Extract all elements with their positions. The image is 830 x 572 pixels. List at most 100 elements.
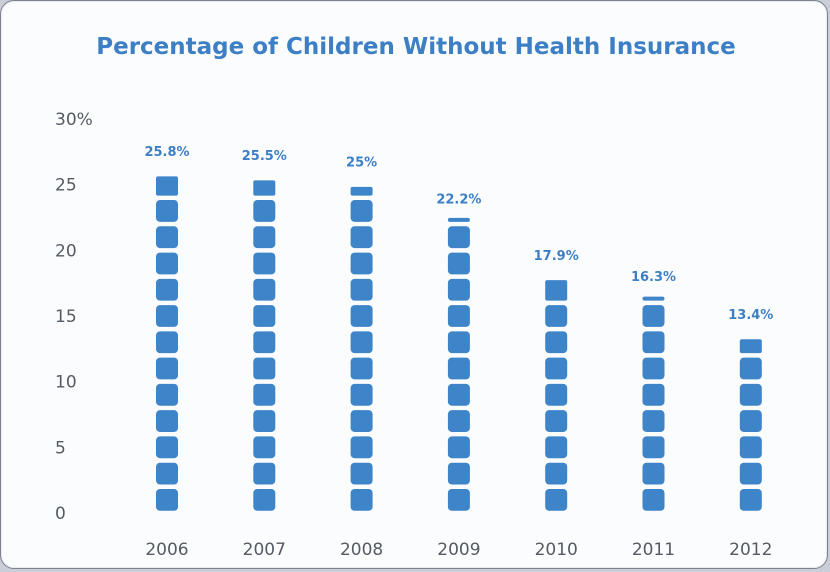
bar-block [350, 200, 373, 222]
bar-block [447, 305, 470, 327]
x-tick-label: 2011 [632, 540, 675, 560]
bar-block [253, 226, 276, 249]
data-label: 16.3% [631, 270, 676, 285]
data-label: 25% [346, 156, 377, 171]
bar-block [447, 436, 470, 459]
data-label: 22.2% [436, 192, 481, 207]
bar-block [545, 331, 568, 354]
bar-block [253, 436, 276, 459]
bar-block [642, 488, 665, 511]
bar-block [739, 383, 762, 406]
bar-block [156, 410, 178, 432]
bar-block [156, 252, 178, 275]
bar-block [447, 488, 470, 511]
bar-block [156, 278, 178, 301]
bar-block [350, 331, 373, 354]
bar-block [739, 410, 762, 432]
bars [156, 176, 762, 511]
bar-block [350, 462, 373, 485]
data-label: 25.5% [242, 149, 287, 164]
y-tick-label: 10 [55, 373, 77, 393]
bar-block [156, 462, 178, 485]
bar-block [156, 331, 178, 354]
bar-block [156, 200, 178, 222]
bar-block [156, 488, 178, 511]
bar-block [642, 305, 665, 327]
bar-2006 [156, 176, 178, 511]
y-tick-label: 20 [55, 241, 77, 261]
bar-2010 [545, 280, 568, 511]
bar-block [253, 278, 276, 301]
x-axis-ticks: 2006 2007 2008 2009 2010 2011 2012 [145, 540, 772, 560]
x-tick-label: 2008 [340, 540, 383, 560]
bar-block [739, 462, 762, 485]
bar-block [545, 436, 568, 459]
bar-block [447, 410, 470, 432]
bar-block [253, 410, 276, 432]
y-tick-label: 15 [55, 307, 77, 327]
data-labels: 25.8% 25.5% 25% 22.2% 17.9% 16.3% 13.4% [144, 145, 773, 323]
bar-partial-block [447, 217, 470, 222]
bar-block [545, 488, 568, 511]
bar-block [739, 436, 762, 459]
bar-block [156, 436, 178, 459]
chart-title: Percentage of Children Without Health In… [96, 34, 736, 60]
bar-block [253, 305, 276, 327]
bar-block [253, 383, 276, 406]
bar-block [350, 410, 373, 432]
bar-block [253, 462, 276, 485]
bar-2012 [739, 339, 762, 511]
bar-block [545, 462, 568, 485]
bar-block [447, 462, 470, 485]
bar-block [350, 357, 373, 380]
bar-block [447, 357, 470, 380]
bar-block [253, 331, 276, 354]
bar-block [350, 305, 373, 327]
bar-block [642, 383, 665, 406]
bar-partial-block [739, 339, 762, 354]
y-tick-label: 30% [55, 110, 93, 130]
bar-block [545, 305, 568, 327]
bar-partial-block [253, 180, 276, 196]
bar-block [253, 488, 276, 511]
bar-block [447, 278, 470, 301]
x-tick-label: 2007 [243, 540, 286, 560]
bar-2007 [253, 180, 276, 511]
bar-block [545, 357, 568, 380]
bar-block [545, 410, 568, 432]
bar-2011 [642, 296, 665, 511]
bar-block [156, 305, 178, 327]
y-tick-label: 5 [55, 438, 66, 458]
data-label: 17.9% [534, 249, 579, 264]
bar-block [447, 383, 470, 406]
bar-block [253, 200, 276, 222]
bar-block [156, 383, 178, 406]
bar-block [545, 383, 568, 406]
bar-block [642, 410, 665, 432]
bar-block [253, 252, 276, 275]
bar-partial-block [350, 186, 373, 196]
bar-block [156, 357, 178, 380]
bar-partial-block [156, 176, 178, 196]
bar-block [739, 357, 762, 380]
bar-block [350, 488, 373, 511]
y-tick-label: 25 [55, 176, 77, 196]
bar-2008 [350, 186, 373, 511]
data-label: 25.8% [144, 145, 189, 160]
bar-block [642, 357, 665, 380]
bar-block [447, 331, 470, 354]
y-tick-label: 0 [55, 504, 66, 524]
bar-partial-block [642, 296, 665, 301]
bar-block [253, 357, 276, 380]
bar-block [642, 436, 665, 459]
bar-block [156, 226, 178, 249]
bar-2009 [447, 217, 470, 511]
x-tick-label: 2012 [729, 540, 772, 560]
data-label: 13.4% [728, 308, 773, 323]
bar-block [447, 252, 470, 275]
bar-block [350, 436, 373, 459]
bar-block [642, 331, 665, 354]
bar-block [739, 488, 762, 511]
